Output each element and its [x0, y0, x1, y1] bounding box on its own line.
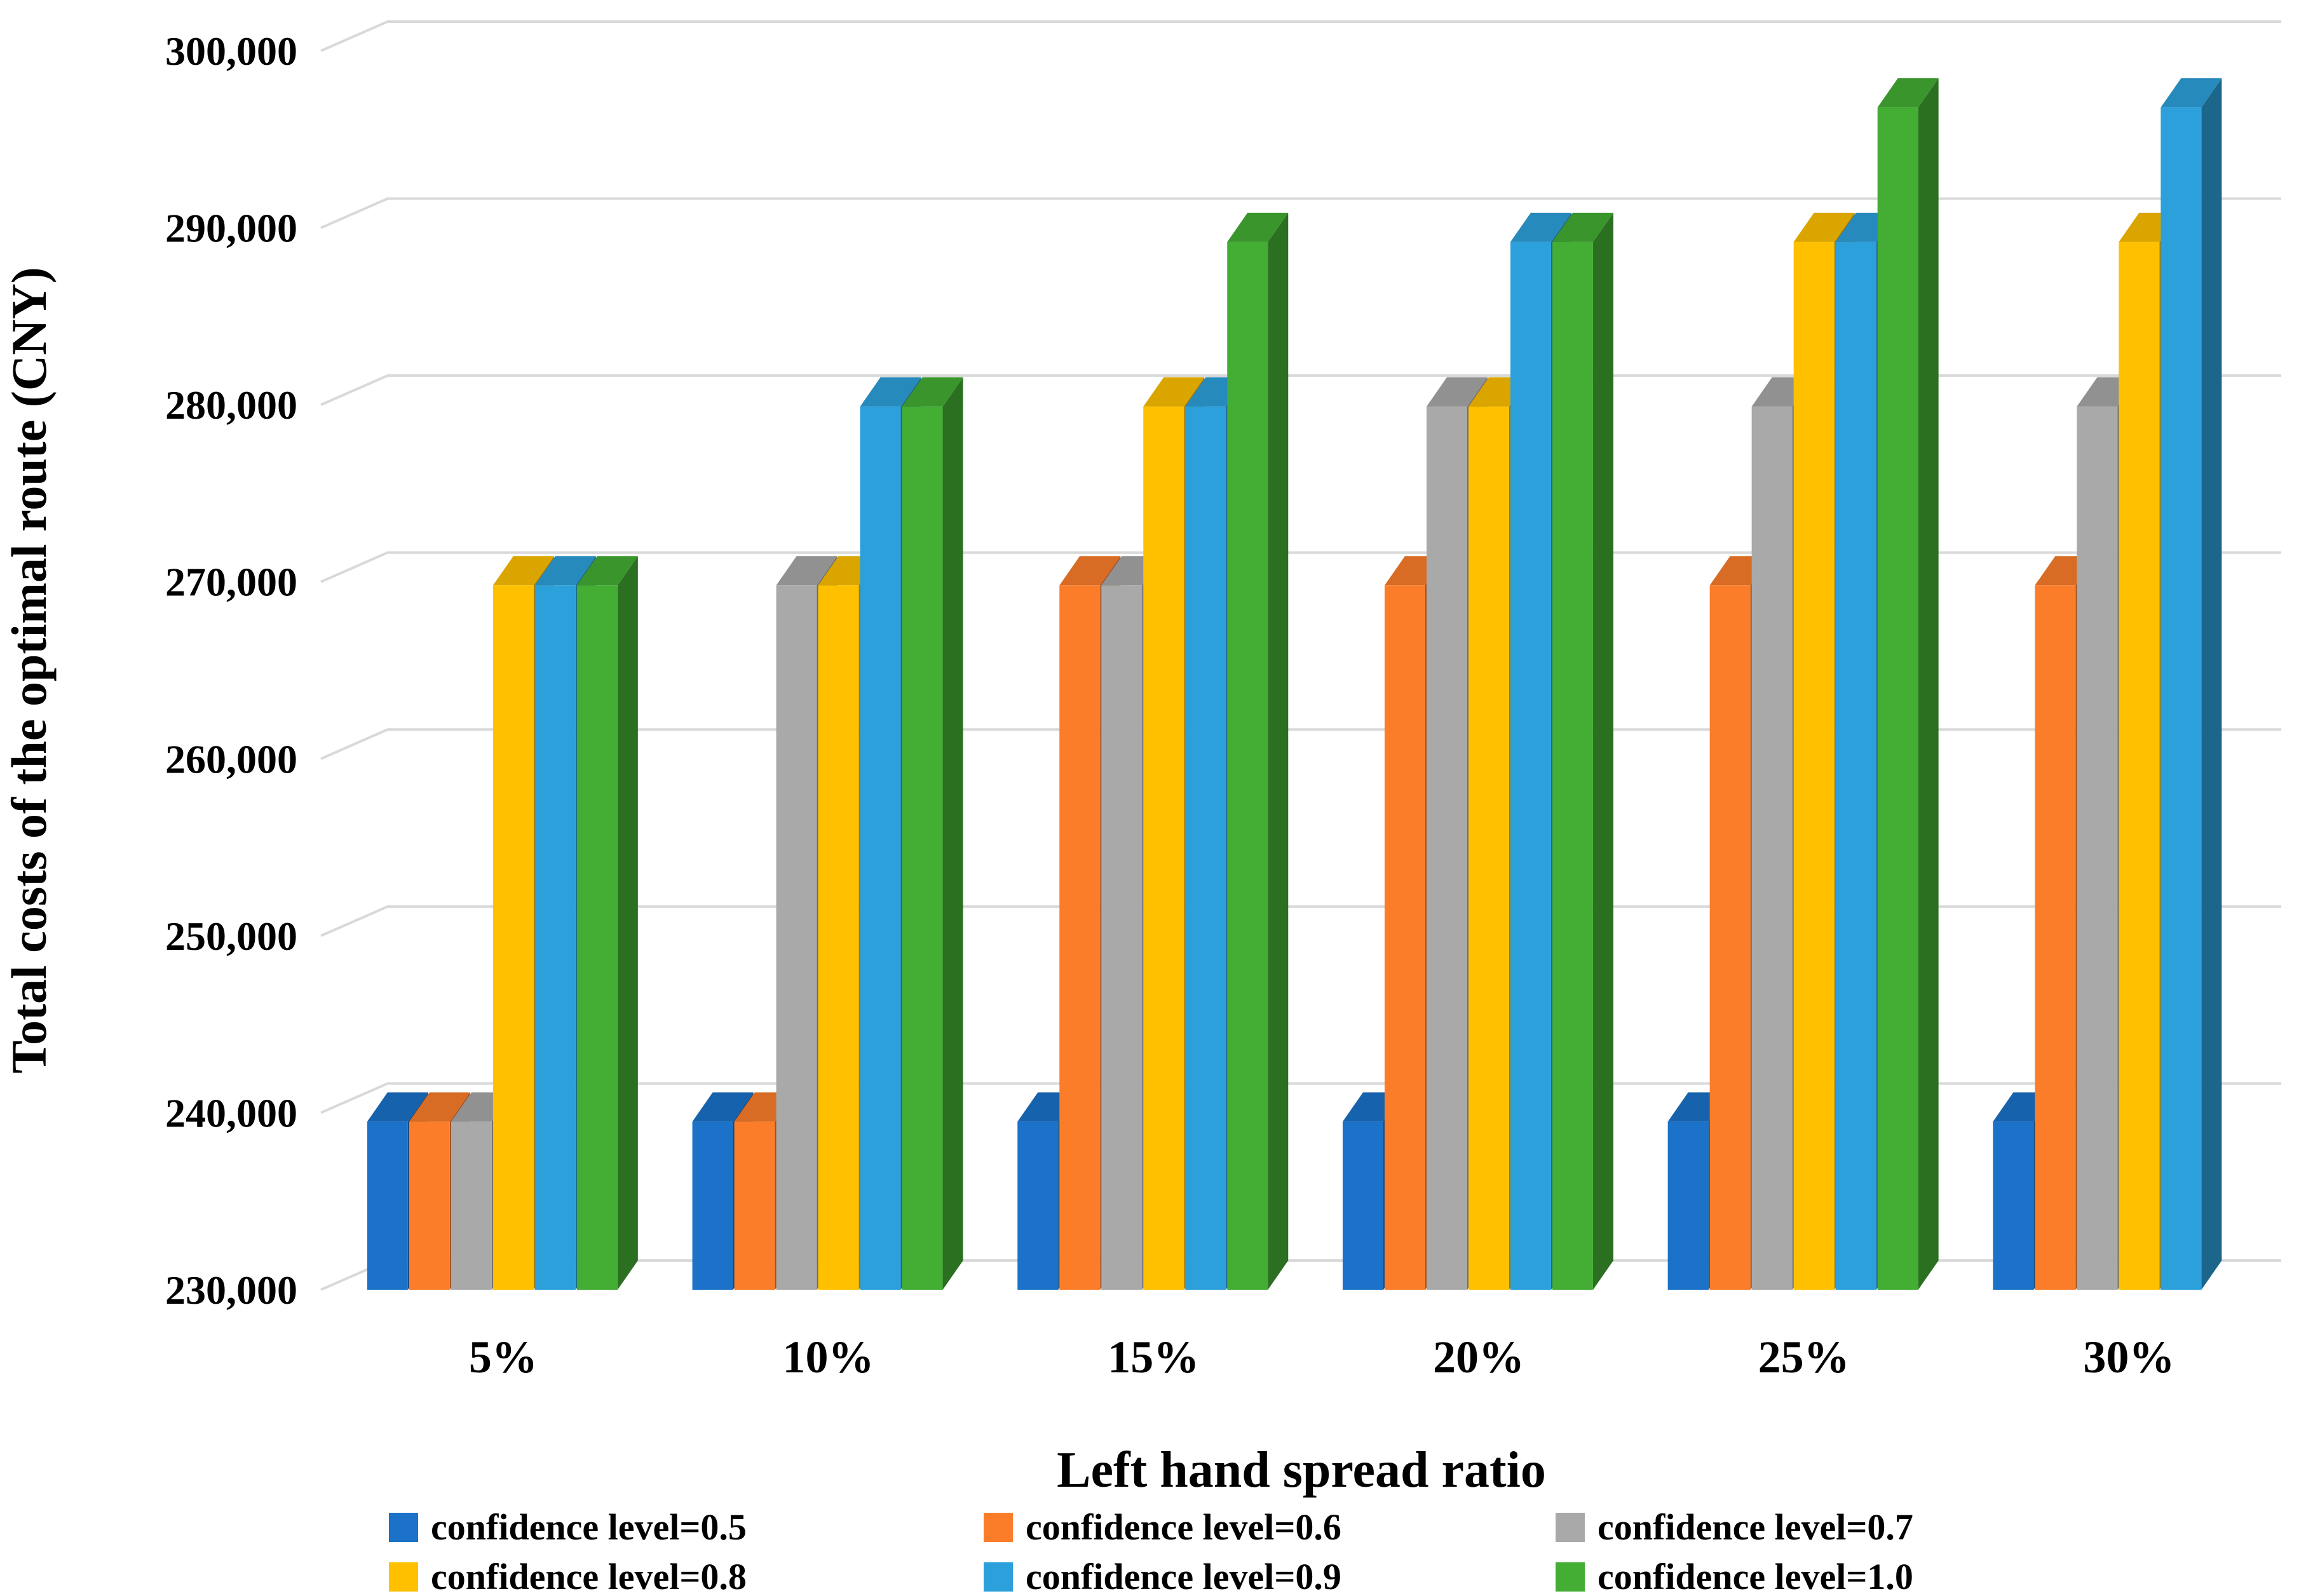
legend-swatch-icon: [1556, 1562, 1585, 1592]
legend-label: confidence level=1.0: [1598, 1556, 1913, 1596]
y-tick-label: 250,000: [165, 914, 297, 959]
bar-25%-1.0: [1877, 78, 1939, 1290]
legend-item-0.8: confidence level=0.8: [389, 1558, 747, 1596]
legend-swatch-icon: [984, 1513, 1013, 1542]
x-category-label: 5%: [469, 1332, 538, 1383]
y-tick-label: 280,000: [165, 382, 297, 428]
x-category-label: 10%: [783, 1332, 874, 1383]
gridlines: [320, 20, 2281, 1291]
legend-swatch-icon: [389, 1513, 418, 1542]
gridline: [320, 374, 2281, 406]
x-category-label: 20%: [1433, 1332, 1524, 1383]
bars: [367, 78, 2222, 1290]
legend-label: confidence level=0.7: [1598, 1506, 1913, 1548]
x-category-label: 30%: [2083, 1332, 2174, 1383]
y-tick-label: 230,000: [165, 1268, 297, 1313]
gridline: [320, 197, 2281, 229]
legend-label: confidence level=0.8: [431, 1556, 747, 1596]
gridline: [320, 20, 2281, 52]
y-tick-label: 300,000: [165, 29, 297, 74]
legend-item-0.6: confidence level=0.6: [984, 1508, 1341, 1546]
x-axis-category-labels: 5% 10% 15% 20% 25% 30%: [469, 1332, 2175, 1383]
y-tick-label: 290,000: [165, 206, 297, 251]
gridline: [320, 1082, 2281, 1114]
gridline: [320, 905, 2281, 937]
legend-swatch-icon: [984, 1562, 1013, 1592]
bar-10%-1.0: [902, 377, 963, 1290]
legend-item-0.5: confidence level=0.5: [389, 1508, 747, 1546]
y-tick-label: 260,000: [165, 736, 297, 781]
legend-swatch-icon: [389, 1562, 418, 1592]
x-axis-title: Left hand spread ratio: [1057, 1442, 1546, 1498]
bar-15%-1.0: [1227, 212, 1289, 1290]
y-tick-label: 240,000: [165, 1090, 297, 1135]
x-category-label: 15%: [1108, 1332, 1199, 1383]
y-tick-label: 270,000: [165, 560, 297, 605]
bar-5%-1.0: [576, 556, 638, 1290]
legend-item-0.7: confidence level=0.7: [1556, 1508, 1913, 1546]
legend-item-0.9: confidence level=0.9: [984, 1558, 1341, 1596]
legend-swatch-icon: [1556, 1513, 1585, 1542]
legend-label: confidence level=0.5: [431, 1506, 747, 1548]
bar-20%-1.0: [1552, 212, 1613, 1290]
bar-30%-0.9: [2161, 78, 2222, 1290]
legend-label: confidence level=0.6: [1026, 1506, 1341, 1548]
legend-item-1.0: confidence level=1.0: [1556, 1558, 1913, 1596]
gridline: [320, 551, 2281, 583]
y-axis-title: Total costs of the optimal route (CNY): [1, 267, 57, 1074]
y-axis-tick-labels: 230,000 240,000 250,000 260,000 270,000 280,0…: [165, 29, 297, 1313]
x-category-label: 25%: [1758, 1332, 1850, 1383]
legend-label: confidence level=0.9: [1026, 1556, 1341, 1596]
gridline: [320, 728, 2281, 761]
